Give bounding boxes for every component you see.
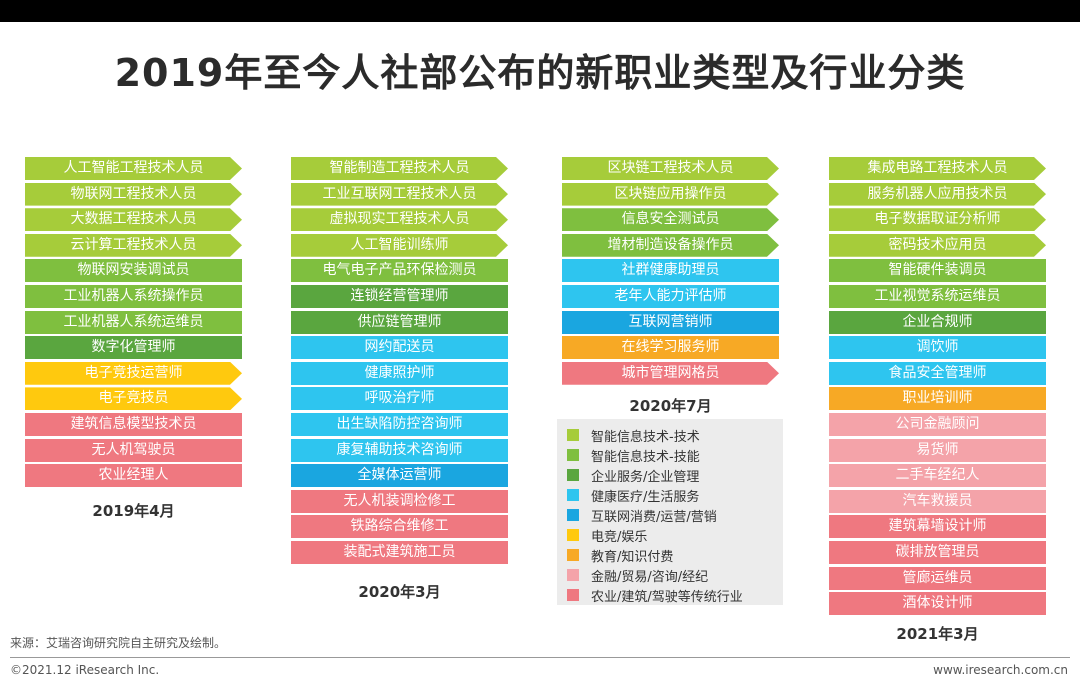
copyright-text: ©2021.12 iResearch Inc. [10, 663, 160, 677]
legend-swatch [567, 589, 579, 601]
occupation-item: 网约配送员 [291, 336, 508, 360]
occupation-item: 智能制造工程技术人员 [291, 157, 508, 180]
column-date-label: 2020年7月 [629, 397, 712, 415]
occupation-item: 呼吸治疗师 [291, 387, 508, 411]
occupation-item: 建筑信息模型技术员 [25, 412, 242, 436]
occupation-item: 增材制造设备操作员 [562, 234, 779, 257]
legend-entry: 智能信息技术-技能 [567, 445, 700, 465]
occupation-item: 社群健康助理员 [562, 259, 779, 283]
occupation-item: 区块链应用操作员 [562, 183, 779, 206]
occupation-item: 企业合规师 [829, 310, 1046, 334]
occupation-item: 连锁经营管理师 [291, 284, 508, 308]
occupation-item: 汽车救援员 [829, 489, 1046, 513]
occupation-item: 无人机装调检修工 [291, 489, 508, 513]
occupation-item: 电子竞技员 [25, 387, 242, 410]
legend-entry: 智能信息技术-技术 [567, 425, 700, 445]
occupation-item: 区块链工程技术人员 [562, 157, 779, 180]
occupation-item: 服务机器人应用技术员 [829, 183, 1046, 206]
chart-title: 2019年至今人社部公布的新职业类型及行业分类 [114, 51, 966, 95]
occupation-item: 装配式建筑施工员 [291, 540, 508, 564]
occupation-item: 康复辅助技术咨询师 [291, 438, 508, 462]
website-text: www.iresearch.com.cn [933, 663, 1068, 677]
occupation-item: 物联网安装调试员 [25, 259, 242, 283]
occupation-item: 数字化管理师 [25, 336, 242, 360]
legend-swatch [567, 509, 579, 521]
occupation-item: 工业视觉系统运维员 [829, 284, 1046, 308]
legend-entry: 企业服务/企业管理 [567, 465, 699, 485]
legend-entry: 教育/知识付费 [567, 545, 673, 565]
occupation-item: 集成电路工程技术人员 [829, 157, 1046, 180]
occupation-item: 物联网工程技术人员 [25, 183, 242, 206]
column-2020-03: 智能制造工程技术人员 工业互联网工程技术人员 虚拟现实工程技术人员 人工智能训练师 电气… [291, 157, 508, 567]
occupation-item: 电子竞技运营师 [25, 362, 242, 385]
legend-swatch [567, 429, 579, 441]
legend: 智能信息技术-技术 智能信息技术-技能 企业服务/企业管理 健康医疗/生活服务互联网消… [557, 419, 783, 605]
occupation-item: 出生缺陷防控咨询师 [291, 412, 508, 436]
occupation-item: 全媒体运营师 [291, 464, 508, 488]
legend-entry: 互联网消费/运营/营销 [567, 505, 717, 525]
source-note: 来源：艾瑞咨询研究院自主研究及绘制。 [10, 636, 227, 650]
column-2020-07: 区块链工程技术人员 区块链应用操作员 信息安全测试员 增材制造设备操作员 社群健康助理员… [562, 157, 779, 387]
column-date-label: 2020年3月 [358, 583, 441, 601]
legend-label: 金融/贸易/咨询/经纪 [591, 569, 709, 585]
legend-label: 健康医疗/生活服务 [591, 489, 700, 505]
column-2021-03: 集成电路工程技术人员 服务机器人应用技术员 电子数据取证分析师 密码技术应用员 智能硬件… [829, 157, 1046, 618]
column-date-label: 2021年3月 [896, 625, 979, 643]
legend-label: 互联网消费/运营/营销 [591, 509, 717, 525]
legend-label: 智能信息技术-技术 [591, 429, 700, 445]
occupation-item: 密码技术应用员 [829, 234, 1046, 257]
occupation-item: 公司金融顾问 [829, 412, 1046, 436]
occupation-item: 电子数据取证分析师 [829, 208, 1046, 231]
occupation-item: 建筑幕墙设计师 [829, 515, 1046, 539]
occupation-item: 二手车经纪人 [829, 464, 1046, 488]
legend-entry: 电竞/娱乐 [567, 525, 647, 545]
legend-swatch [567, 489, 579, 501]
occupation-item: 信息安全测试员 [562, 208, 779, 231]
occupation-item: 管廊运维员 [829, 566, 1046, 590]
occupation-item: 在线学习服务师 [562, 336, 779, 360]
occupation-item: 碳排放管理员 [829, 540, 1046, 564]
legend-swatch [567, 569, 579, 581]
occupation-item: 老年人能力评估师 [562, 284, 779, 308]
footer-divider [10, 657, 1070, 658]
occupation-item: 调饮师 [829, 336, 1046, 360]
occupation-item: 无人机驾驶员 [25, 438, 242, 462]
legend-swatch [567, 529, 579, 541]
legend-entry: 健康医疗/生活服务 [567, 485, 699, 505]
occupation-item: 电气电子产品环保检测员 [291, 259, 508, 283]
legend-entry: 金融/贸易/咨询/经纪 [567, 565, 708, 585]
column-2019-04: 人工智能工程技术人员 物联网工程技术人员 大数据工程技术人员 云计算工程技术人员 物联网… [25, 157, 242, 490]
occupation-item: 城市管理网格员 [562, 362, 779, 385]
occupation-item: 农业经理人 [25, 464, 242, 488]
occupation-item: 虚拟现实工程技术人员 [291, 208, 508, 231]
legend-swatch [567, 549, 579, 561]
occupation-item: 工业机器人系统运维员 [25, 310, 242, 334]
occupation-item: 大数据工程技术人员 [25, 208, 242, 231]
occupation-item: 人工智能训练师 [291, 234, 508, 257]
occupation-item: 工业机器人系统操作员 [25, 284, 242, 308]
occupation-item: 互联网营销师 [562, 310, 779, 334]
legend-label: 教育/知识付费 [591, 549, 674, 565]
top-black-bar [0, 0, 1080, 22]
occupation-item: 云计算工程技术人员 [25, 234, 242, 257]
occupation-item: 酒体设计师 [829, 592, 1046, 616]
legend-swatch [567, 449, 579, 461]
occupation-item: 人工智能工程技术人员 [25, 157, 242, 180]
occupation-item: 供应链管理师 [291, 310, 508, 334]
occupation-item: 智能硬件装调员 [829, 259, 1046, 283]
occupation-item: 食品安全管理师 [829, 361, 1046, 385]
legend-label: 企业服务/企业管理 [591, 469, 700, 485]
occupation-item: 易货师 [829, 438, 1046, 462]
legend-label: 电竞/娱乐 [591, 529, 648, 545]
legend-swatch [567, 469, 579, 481]
legend-entry: 农业/建筑/驾驶等传统行业 [567, 585, 743, 605]
occupation-item: 工业互联网工程技术人员 [291, 183, 508, 206]
occupation-item: 铁路综合维修工 [291, 515, 508, 539]
legend-label: 智能信息技术-技能 [591, 449, 700, 465]
occupation-item: 健康照护师 [291, 361, 508, 385]
legend-label: 农业/建筑/驾驶等传统行业 [591, 589, 743, 605]
column-date-label: 2019年4月 [92, 502, 175, 520]
occupation-item: 职业培训师 [829, 387, 1046, 411]
